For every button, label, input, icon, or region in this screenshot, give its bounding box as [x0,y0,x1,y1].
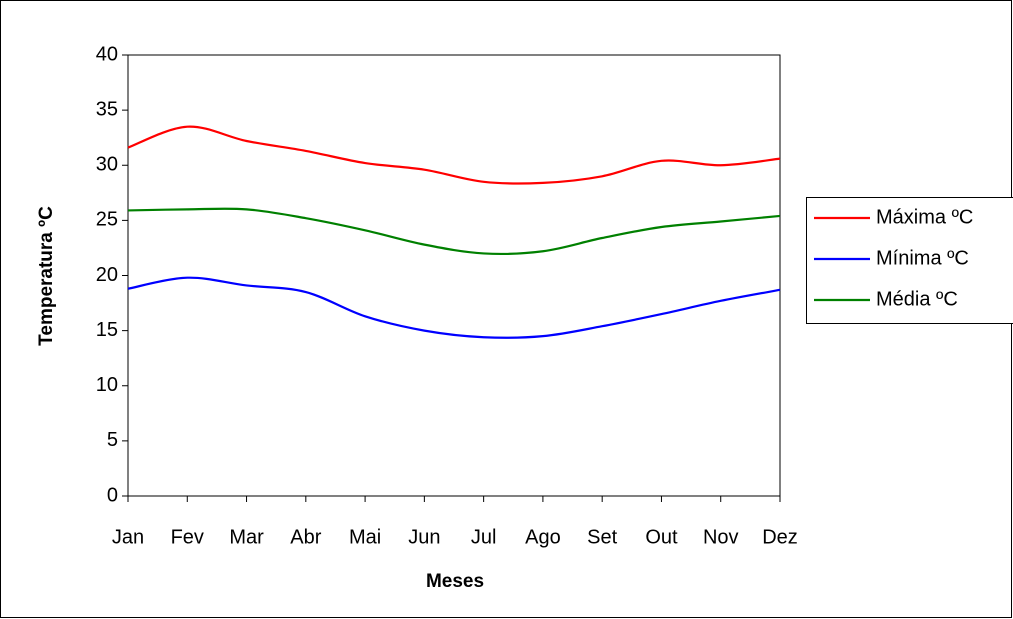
series-line [127,125,781,185]
series-line [127,207,781,256]
y-tick-label: 15 [96,319,118,341]
legend-label: Mínima ºC [876,247,969,269]
x-tick-label: Fev [171,526,204,548]
x-tick-label: Abr [290,526,321,548]
y-tick-label: 20 [96,264,118,286]
y-tick-label: 25 [96,209,118,231]
x-tick-label: Set [587,526,617,548]
x-tick-label: Jul [471,526,497,548]
x-tick-label: Ago [525,526,561,548]
y-tick-label: 10 [96,374,118,396]
y-tick-label: 0 [107,484,118,506]
legend-label: Máxima ºC [876,206,973,228]
series-line [127,276,781,339]
plot-area [127,54,781,497]
x-tick-label: Jun [408,526,440,548]
y-tick-label: 30 [96,154,118,176]
x-tick-label: Dez [762,526,798,548]
x-tick-label: Jan [112,526,144,548]
y-axis-title: Temperatura ºC [36,206,57,346]
y-tick-label: 5 [107,429,118,451]
x-axis-title: Meses [426,571,484,592]
x-tick-label: Mai [349,526,381,548]
y-tick-label: 35 [96,98,118,120]
x-tick-label: Out [645,526,678,548]
legend-label: Média ºC [876,288,958,310]
x-tick-label: Mar [229,526,264,548]
x-tick-label: Nov [703,526,739,548]
y-tick-label: 40 [96,43,118,65]
